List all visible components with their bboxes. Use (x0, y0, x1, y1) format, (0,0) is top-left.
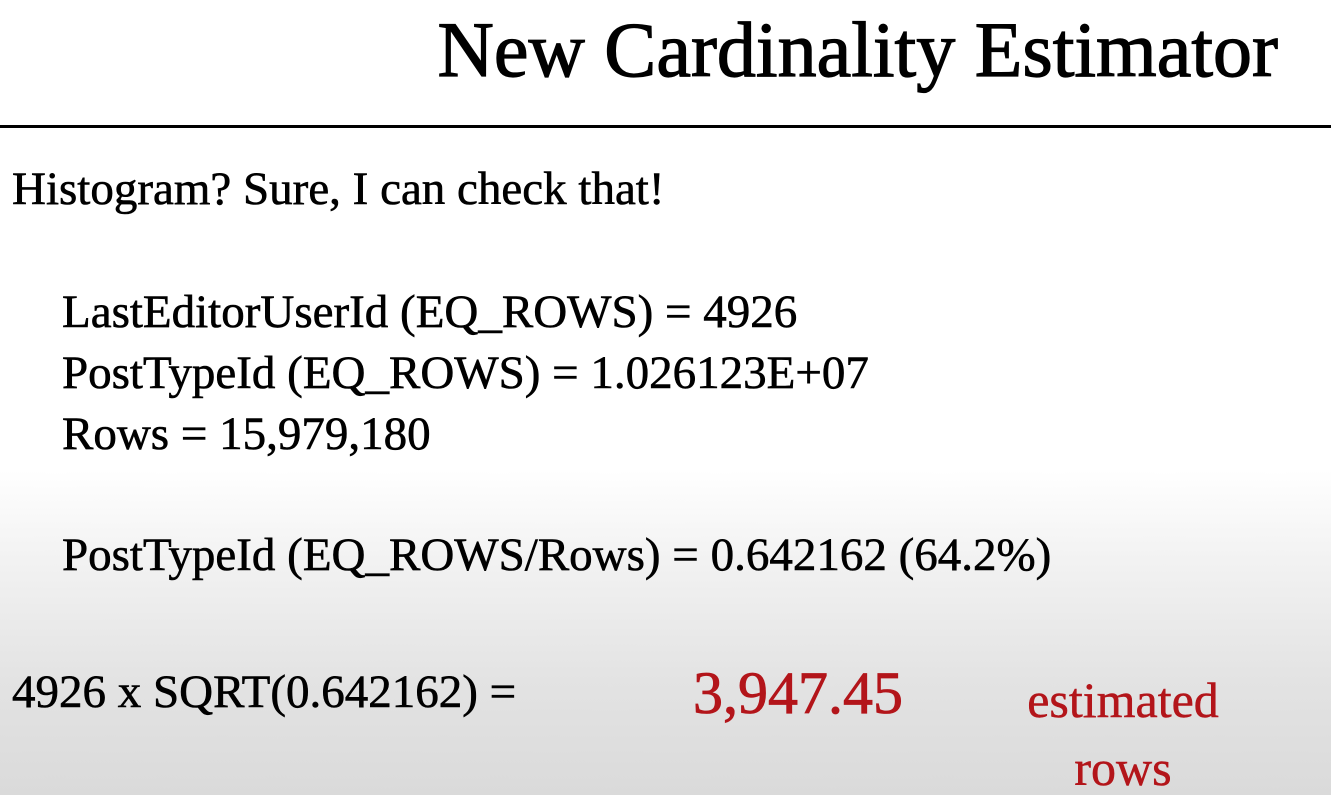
estimated-rows-label: estimated rows (1027, 672, 1219, 797)
stat-total-rows: Rows = 15,979,180 (62, 408, 431, 461)
intro-text: Histogram? Sure, I can check that! (12, 163, 665, 216)
slide-title: New Cardinality Estimator (437, 5, 1279, 93)
estimated-rows-value: 3,947.45 (693, 660, 904, 727)
estimate-formula: 4926 x SQRT(0.642162) = (12, 666, 517, 719)
selectivity-calculation: PostTypeId (EQ_ROWS/Rows) = 0.642162 (64… (62, 529, 1052, 582)
title-divider (0, 125, 1331, 128)
stat-last-editor-eq-rows: LastEditorUserId (EQ_ROWS) = 4926 (62, 286, 798, 339)
stat-post-type-eq-rows: PostTypeId (EQ_ROWS) = 1.026123E+07 (62, 347, 870, 400)
